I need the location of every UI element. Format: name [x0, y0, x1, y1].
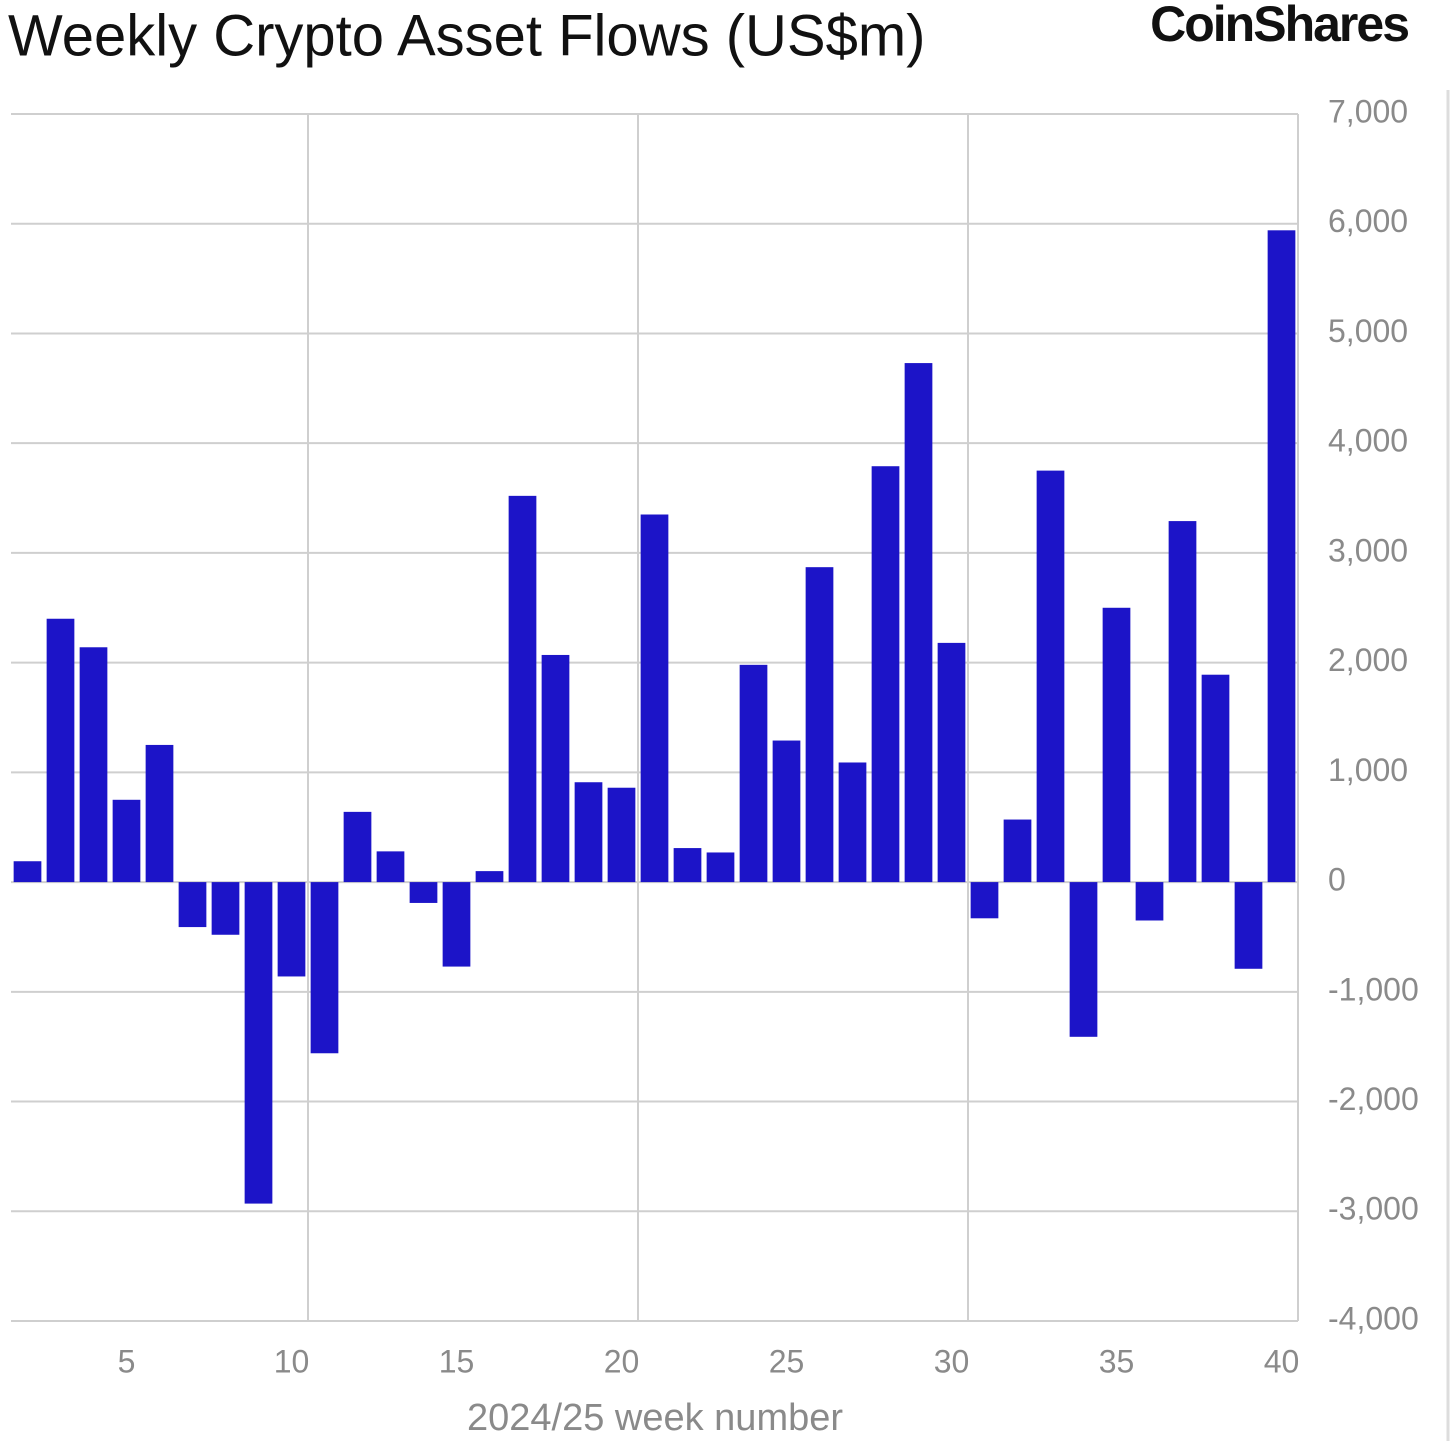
- bar: [574, 782, 603, 883]
- bar: [475, 871, 504, 883]
- bar: [937, 642, 966, 883]
- y-tick-label: -3,000: [1328, 1191, 1419, 1227]
- bar: [1069, 882, 1098, 1037]
- x-tick-label: 35: [1099, 1343, 1135, 1379]
- bar: [508, 495, 537, 883]
- bar: [607, 787, 636, 883]
- bar: [739, 664, 768, 883]
- x-tick-label: 40: [1264, 1343, 1300, 1379]
- bar: [541, 654, 570, 883]
- vertical-grid: [307, 114, 1299, 1321]
- bar: [1267, 230, 1296, 883]
- bar: [904, 363, 933, 883]
- y-tick-label: -2,000: [1328, 1081, 1419, 1117]
- bar: [13, 861, 42, 883]
- bar: [640, 514, 669, 883]
- bar: [145, 744, 174, 883]
- bar: [871, 466, 900, 883]
- bar: [79, 647, 108, 883]
- bar: [211, 882, 240, 935]
- y-tick-label: 7,000: [1328, 93, 1408, 129]
- x-tick-label: 20: [604, 1343, 640, 1379]
- x-tick-label: 15: [439, 1343, 475, 1379]
- bar: [376, 851, 405, 883]
- bar: [178, 882, 207, 928]
- y-tick-label: 6,000: [1328, 203, 1408, 239]
- bar: [1168, 521, 1197, 883]
- bar: [706, 852, 735, 883]
- bar: [805, 567, 834, 883]
- x-tick-label: 5: [118, 1343, 136, 1379]
- y-tick-label: -4,000: [1328, 1300, 1419, 1336]
- y-tick-label: 3,000: [1328, 532, 1408, 568]
- x-tick-label: 10: [274, 1343, 310, 1379]
- bar: [46, 618, 75, 883]
- y-tick-label: -1,000: [1328, 971, 1419, 1007]
- bar: [244, 882, 273, 1204]
- y-tick-label: 4,000: [1328, 423, 1408, 459]
- chart-title: Weekly Crypto Asset Flows (US$m): [8, 3, 925, 68]
- bar: [838, 762, 867, 883]
- bar: [1102, 607, 1131, 883]
- bar: [277, 882, 306, 977]
- bar: [112, 799, 141, 883]
- y-tick-label: 0: [1328, 862, 1346, 898]
- bar: [1135, 882, 1164, 921]
- bar: [1201, 674, 1230, 883]
- bar: [1234, 882, 1263, 969]
- y-tick-label: 1,000: [1328, 752, 1408, 788]
- bar: [970, 882, 999, 919]
- bar: [310, 882, 339, 1054]
- bar: [1003, 819, 1032, 883]
- x-tick-label: 30: [934, 1343, 970, 1379]
- bar: [409, 882, 438, 903]
- y-tick-label: 5,000: [1328, 313, 1408, 349]
- x-tick-label: 25: [769, 1343, 805, 1379]
- bar: [1036, 470, 1065, 883]
- bar: [343, 811, 372, 883]
- brand-logo: CoinShares: [1150, 0, 1408, 52]
- bar: [772, 740, 801, 883]
- bar: [442, 882, 471, 967]
- x-axis-label: 2024/25 week number: [467, 1397, 843, 1439]
- y-tick-label: 2,000: [1328, 642, 1408, 678]
- bar: [673, 848, 702, 883]
